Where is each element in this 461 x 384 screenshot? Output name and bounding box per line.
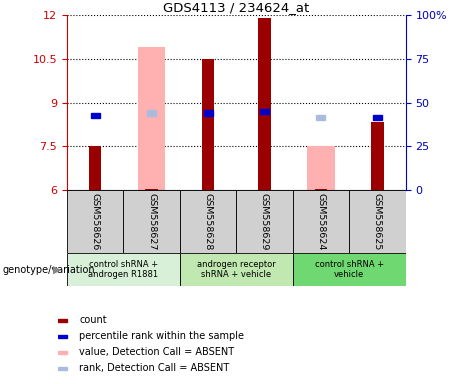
Text: GSM558625: GSM558625 [373, 193, 382, 250]
Bar [123, 190, 180, 253]
Bar [145, 189, 158, 190]
Text: control shRNA +
vehicle: control shRNA + vehicle [315, 260, 384, 280]
Bar [307, 146, 335, 190]
Bar [67, 190, 123, 253]
Bar [293, 190, 349, 253]
Bar [202, 59, 214, 190]
Bar [89, 146, 101, 190]
Text: GSM558629: GSM558629 [260, 193, 269, 250]
Bar [373, 115, 382, 120]
Text: value, Detection Call = ABSENT: value, Detection Call = ABSENT [79, 348, 234, 358]
Bar [147, 110, 156, 116]
Bar [260, 109, 269, 114]
Bar [90, 113, 100, 118]
Bar [316, 115, 325, 120]
Text: ▶: ▶ [53, 265, 62, 275]
Text: GSM558628: GSM558628 [203, 193, 213, 250]
Text: GSM558627: GSM558627 [147, 193, 156, 250]
Bar [293, 253, 406, 286]
Bar [180, 253, 293, 286]
Text: rank, Detection Call = ABSENT: rank, Detection Call = ABSENT [79, 364, 230, 374]
Bar [58, 367, 67, 370]
Bar [371, 122, 384, 190]
Bar [67, 253, 180, 286]
Bar [203, 110, 213, 116]
Bar [180, 190, 236, 253]
Bar [349, 190, 406, 253]
Bar [58, 351, 67, 354]
Title: GDS4113 / 234624_at: GDS4113 / 234624_at [163, 1, 309, 14]
Text: control shRNA +
androgen R1881: control shRNA + androgen R1881 [88, 260, 159, 280]
Text: genotype/variation: genotype/variation [2, 265, 95, 275]
Text: percentile rank within the sample: percentile rank within the sample [79, 331, 244, 341]
Text: count: count [79, 315, 107, 325]
Bar [58, 319, 67, 322]
Bar [236, 190, 293, 253]
Text: GSM558626: GSM558626 [90, 193, 100, 250]
Bar [315, 189, 327, 190]
Bar [258, 18, 271, 190]
Text: androgen receptor
shRNA + vehicle: androgen receptor shRNA + vehicle [197, 260, 276, 280]
Bar [58, 335, 67, 338]
Bar [138, 47, 165, 190]
Text: GSM558624: GSM558624 [316, 193, 325, 250]
